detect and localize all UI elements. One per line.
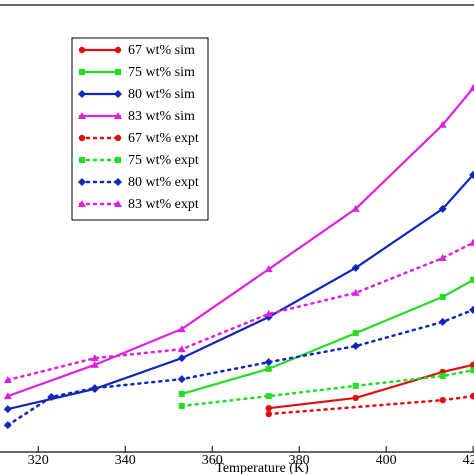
marker (178, 402, 185, 409)
marker (439, 373, 446, 380)
legend-label: 80 wt% sim (128, 87, 195, 102)
marker (469, 305, 474, 314)
marker (264, 358, 273, 367)
marker (351, 288, 360, 296)
marker (79, 69, 85, 75)
marker (469, 84, 474, 92)
marker (115, 69, 121, 75)
marker (90, 360, 99, 368)
marker (90, 384, 99, 393)
marker (265, 365, 272, 372)
marker (351, 263, 360, 272)
marker (469, 361, 474, 369)
x-tick-label: 340 (115, 453, 136, 468)
legend-label: 83 wt% expt (128, 197, 199, 212)
marker (47, 393, 56, 402)
series-line (6, 308, 474, 427)
marker (265, 410, 272, 418)
marker (177, 354, 186, 363)
marker (265, 393, 272, 400)
marker (177, 375, 186, 384)
marker (114, 112, 122, 119)
legend-box (71, 37, 209, 221)
marker (114, 134, 122, 142)
marker (90, 354, 99, 362)
marker (177, 325, 186, 333)
marker (439, 293, 446, 300)
x-axis-label: Temperature (K) (215, 461, 309, 474)
marker (178, 390, 185, 397)
marker (264, 265, 273, 273)
plot-frame (0, 4, 474, 453)
marker (469, 392, 474, 400)
marker (3, 376, 12, 384)
marker (3, 392, 12, 400)
x-tick-label: 420 (463, 453, 474, 468)
x-tick-label: 380 (289, 453, 310, 468)
marker (438, 317, 447, 326)
marker (3, 421, 12, 430)
marker (78, 46, 86, 54)
series-line (6, 241, 474, 382)
marker (114, 178, 122, 186)
marker (351, 342, 360, 351)
legend-label: 83 wt% sim (128, 109, 195, 124)
marker (352, 394, 359, 402)
marker (79, 157, 85, 163)
legend-label: 67 wt% sim (128, 43, 195, 58)
legend-label: 75 wt% sim (128, 65, 195, 80)
marker (439, 396, 446, 404)
marker (470, 276, 474, 283)
legend-label: 75 wt% expt (128, 153, 199, 168)
marker (114, 46, 122, 54)
x-tick-label: 400 (376, 453, 397, 468)
legend-label: 80 wt% expt (128, 175, 199, 190)
marker (115, 157, 121, 163)
marker (3, 405, 12, 414)
marker (264, 309, 273, 317)
marker (438, 120, 447, 128)
legend-label: 67 wt% expt (128, 131, 199, 146)
marker (469, 238, 474, 246)
marker (352, 330, 359, 337)
x-tick-label: 360 (202, 453, 223, 468)
marker (469, 170, 474, 179)
marker (352, 382, 359, 389)
marker (114, 90, 122, 98)
marker (78, 178, 86, 186)
x-tick-label: 320 (28, 453, 49, 468)
plot-area (3, 84, 474, 430)
marker (114, 200, 122, 207)
series-line (267, 363, 474, 410)
marker (177, 345, 186, 353)
marker (78, 112, 86, 119)
marker (78, 90, 86, 98)
marker (438, 204, 447, 213)
marker (78, 200, 86, 207)
marker (470, 367, 474, 374)
marker (351, 204, 360, 212)
marker (265, 404, 272, 412)
marker (78, 134, 86, 142)
marker (438, 254, 447, 262)
